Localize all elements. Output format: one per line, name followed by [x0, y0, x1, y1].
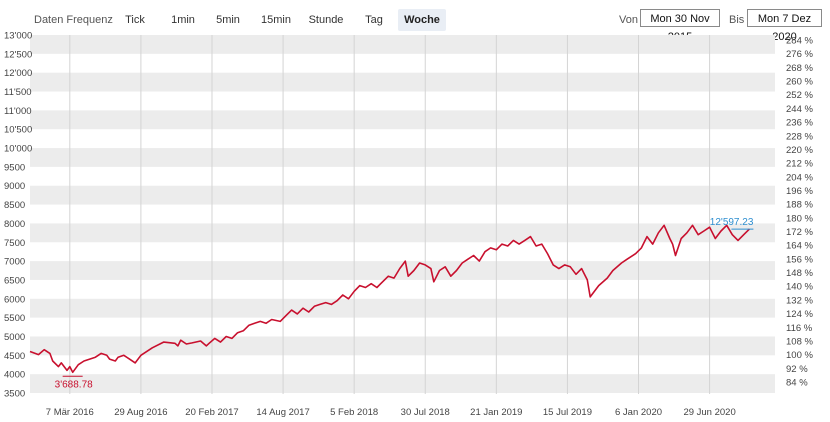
right-axis-tick-label: 156 % [786, 254, 813, 265]
x-axis-tick-label: 5 Feb 2018 [330, 407, 378, 418]
frequency-button-1min[interactable]: 1min [171, 14, 195, 26]
chart-band [30, 223, 775, 243]
chart-band [30, 336, 775, 356]
frequency-button-woche[interactable]: Woche [398, 9, 446, 31]
chart-band [30, 374, 775, 393]
frequency-label: Daten Frequenz [34, 14, 113, 26]
right-axis-tick-label: 228 % [786, 131, 813, 142]
right-axis-tick-label: 284 % [786, 36, 813, 47]
right-axis-tick-label: 132 % [786, 295, 813, 306]
right-axis-tick-label: 212 % [786, 159, 813, 170]
right-axis-tick-label: 84 % [786, 378, 808, 389]
right-axis-tick-label: 220 % [786, 145, 813, 156]
left-axis-tick-label: 12'500 [4, 49, 32, 60]
x-axis-ticks: 7 Mär 2016 29 Aug 2016 20 Feb 2017 14 Aug 2… [46, 407, 736, 418]
left-axis-tick-label: 9500 [4, 162, 25, 173]
chart-vertical-gridlines [69, 35, 711, 394]
left-axis-tick-label: 11'500 [4, 87, 32, 98]
frequency-button-5min[interactable]: 5min [216, 14, 240, 26]
chart-band [30, 110, 775, 130]
left-axis-tick-label: 7500 [4, 238, 25, 249]
chart-band [30, 72, 775, 92]
left-axis-tick-label: 5500 [4, 313, 25, 324]
right-axis-tick-label: 196 % [786, 186, 813, 197]
chart-band [30, 261, 775, 280]
frequency-button-tag[interactable]: Tag [365, 14, 383, 26]
chart-band [30, 148, 775, 167]
chart-background-bands [30, 35, 775, 393]
left-axis-tick-label: 8500 [4, 200, 25, 211]
left-axis-tick-label: 11'000 [4, 106, 32, 117]
right-axis-tick-label: 164 % [786, 241, 813, 252]
right-axis-tick-label: 244 % [786, 104, 813, 115]
x-axis-tick-label: 29 Jun 2020 [683, 407, 735, 418]
frequency-button-stunde[interactable]: Stunde [308, 14, 344, 26]
right-axis-tick-label: 116 % [786, 323, 813, 334]
from-label: Von [619, 14, 638, 26]
left-axis-tick-label: 12'000 [4, 68, 32, 79]
right-axis-tick-label: 268 % [786, 63, 813, 74]
min-value-label: 3'688.78 [55, 379, 93, 390]
x-axis-tick-label: 30 Jul 2018 [401, 407, 450, 418]
left-axis-ticks: 13'000 12'500 12'000 11'500 11'000 10'500 10'0… [4, 31, 32, 400]
left-axis-tick-label: 10'000 [4, 144, 32, 155]
right-axis-tick-label: 180 % [786, 213, 813, 224]
x-axis-tick-label: 7 Mär 2016 [46, 407, 94, 418]
left-axis-tick-label: 6500 [4, 275, 25, 286]
left-axis-tick-label: 6000 [4, 294, 25, 305]
x-axis-tick-label: 14 Aug 2017 [256, 407, 309, 418]
left-axis-tick-label: 5000 [4, 332, 25, 343]
right-axis-tick-label: 252 % [786, 90, 813, 101]
x-axis-tick-label: 21 Jan 2019 [470, 407, 522, 418]
right-axis-tick-label: 140 % [786, 282, 813, 293]
left-axis-tick-label: 7000 [4, 257, 25, 268]
right-axis-tick-label: 100 % [786, 350, 813, 361]
x-axis-tick-label: 15 Jul 2019 [543, 407, 592, 418]
left-axis-tick-label: 3500 [4, 389, 25, 400]
last-value-label: 12'597.23 [710, 217, 754, 228]
to-label: Bis [729, 14, 745, 26]
left-axis-tick-label: 4000 [4, 370, 25, 381]
right-axis-ticks: 284 % 276 % 268 % 260 % 252 % 244 % 236 % 228 %… [786, 36, 813, 389]
x-axis-tick-label: 29 Aug 2016 [114, 407, 167, 418]
right-axis-tick-label: 108 % [786, 336, 813, 347]
left-axis-tick-label: 8000 [4, 219, 25, 230]
right-axis-tick-label: 172 % [786, 227, 813, 238]
right-axis-tick-label: 148 % [786, 268, 813, 279]
left-axis-tick-label: 13'000 [4, 31, 32, 42]
right-axis-tick-label: 92 % [786, 364, 808, 375]
frequency-button-15min[interactable]: 15min [261, 14, 291, 26]
right-axis-tick-label: 260 % [786, 77, 813, 88]
left-axis-tick-label: 9000 [4, 181, 25, 192]
to-date-input[interactable]: Mon 7 Dez 2020 [747, 9, 822, 43]
frequency-button-tick[interactable]: Tick [125, 14, 145, 26]
chart-band [30, 298, 775, 318]
right-axis-tick-label: 276 % [786, 49, 813, 60]
right-axis-tick-label: 236 % [786, 118, 813, 129]
x-axis-tick-label: 20 Feb 2017 [185, 407, 238, 418]
right-axis-tick-label: 204 % [786, 172, 813, 183]
chart-band [30, 185, 775, 205]
x-axis-tick-label: 6 Jan 2020 [615, 407, 662, 418]
right-axis-tick-label: 124 % [786, 309, 813, 320]
right-axis-tick-label: 188 % [786, 200, 813, 211]
series-line [29, 224, 750, 374]
left-axis-tick-label: 10'500 [4, 125, 32, 136]
chart-band [30, 35, 775, 54]
left-axis-tick-label: 4500 [4, 351, 25, 362]
